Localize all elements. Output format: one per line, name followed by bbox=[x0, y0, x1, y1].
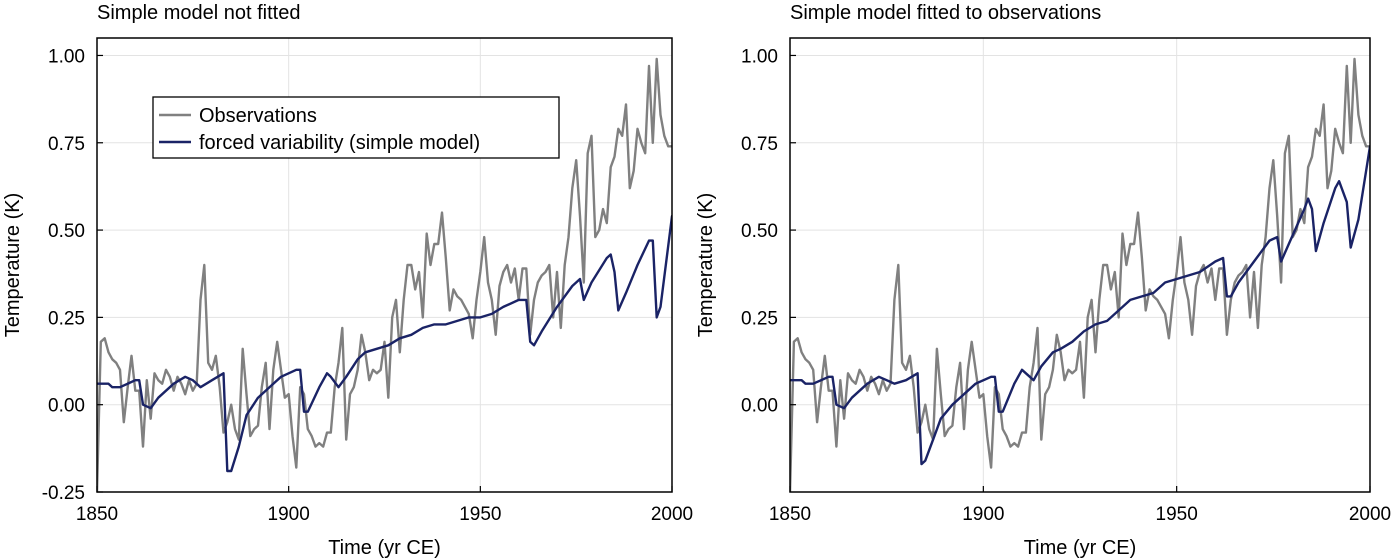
x-axis-label: Time (yr CE) bbox=[1024, 537, 1137, 559]
x-tick-label: 2000 bbox=[651, 504, 693, 525]
y-tick-label: 0.75 bbox=[741, 134, 778, 155]
x-tick-label: 1850 bbox=[769, 504, 811, 525]
y-tick-label: -0.25 bbox=[42, 483, 85, 504]
y-tick-label: 0.50 bbox=[741, 221, 778, 242]
series-forced-variability-line bbox=[790, 145, 1370, 466]
plot-frame bbox=[789, 37, 1371, 493]
y-tick-label: 0.50 bbox=[48, 221, 85, 242]
legend: Observations forced variability (simple m… bbox=[152, 96, 560, 159]
chart-title: Simple model not fitted bbox=[97, 2, 300, 24]
panel-right: Simple model fitted to observations 1850 1… bbox=[695, 2, 1391, 559]
x-tick-label: 1950 bbox=[1156, 504, 1198, 525]
x-axis-label: Time (yr CE) bbox=[328, 537, 441, 559]
y-axis-label: Temperature (K) bbox=[695, 193, 717, 338]
y-tick-label: 1.00 bbox=[741, 46, 778, 67]
x-tick-label: 1900 bbox=[962, 504, 1004, 525]
series-forced-variability-line bbox=[97, 214, 672, 473]
y-tick-label: 0.75 bbox=[48, 134, 85, 155]
legend-box bbox=[152, 96, 560, 159]
y-tick-label: 0.25 bbox=[741, 308, 778, 329]
y-tick-label: 0.00 bbox=[741, 396, 778, 417]
y-tick-label: 0.00 bbox=[48, 396, 85, 417]
series-observations-line bbox=[790, 57, 1370, 492]
legend-label: forced variability (simple model) bbox=[199, 132, 480, 154]
x-tick-label: 1950 bbox=[459, 504, 501, 525]
y-tick-label: 0.25 bbox=[48, 308, 85, 329]
y-tick-label: 1.00 bbox=[48, 46, 85, 67]
series-observations-line bbox=[97, 57, 672, 492]
series-group bbox=[97, 57, 672, 492]
y-axis-label: Temperature (K) bbox=[2, 193, 24, 338]
panel-left: Simple model not fitted 1850 1900 1950 2000 -… bbox=[2, 2, 693, 559]
series-group bbox=[790, 57, 1370, 492]
x-tick-label: 2000 bbox=[1349, 504, 1391, 525]
plot-frame bbox=[96, 37, 673, 493]
x-tick-label: 1900 bbox=[268, 504, 310, 525]
chart-title: Simple model fitted to observations bbox=[790, 2, 1101, 24]
x-tick-label: 1850 bbox=[76, 504, 118, 525]
legend-label: Observations bbox=[199, 105, 317, 127]
